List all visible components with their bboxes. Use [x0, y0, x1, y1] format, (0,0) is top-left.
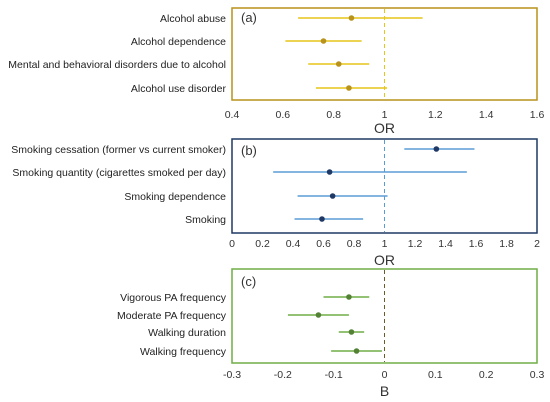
- category-label: Walking frequency: [140, 346, 227, 358]
- estimate-point: [348, 15, 355, 21]
- x-tick-label: 1.2: [428, 109, 443, 121]
- estimate-point: [315, 312, 322, 318]
- x-tick-label: 0.8: [326, 109, 341, 121]
- x-tick-label: 1.4: [438, 238, 453, 250]
- x-tick-label: 0.6: [316, 238, 331, 250]
- x-tick-label: 1.6: [530, 109, 545, 121]
- x-tick-label: 0.3: [530, 369, 545, 381]
- x-tick-label: 0.4: [286, 238, 301, 250]
- category-label: Smoking: [185, 214, 226, 226]
- x-tick-label: 1.2: [408, 238, 423, 250]
- category-label: Alcohol dependence: [131, 36, 226, 48]
- estimate-point: [346, 294, 352, 300]
- x-tick-label: 1: [382, 238, 388, 250]
- panel-frame-3: [231, 268, 538, 364]
- category-label: Moderate PA frequency: [117, 310, 227, 322]
- category-label: Alcohol abuse: [160, 13, 226, 25]
- estimate-point: [353, 348, 360, 354]
- estimate-point: [319, 216, 325, 222]
- x-axis-title: OR: [374, 120, 395, 136]
- category-label: Smoking quantity (cigarettes smoked per …: [12, 167, 226, 179]
- panel-frame-2: [231, 138, 538, 234]
- category-label: Smoking cessation (former vs current smo…: [11, 144, 226, 156]
- x-tick-label: 0.2: [479, 369, 494, 381]
- x-tick-label: 0.4: [225, 109, 240, 121]
- x-tick-label: 0.1: [428, 369, 443, 381]
- estimate-point: [329, 193, 336, 199]
- estimate-point: [326, 169, 333, 175]
- panel-label: (b): [241, 143, 257, 158]
- panel-label: (c): [241, 274, 256, 289]
- category-label: Smoking dependence: [124, 191, 226, 203]
- category-label: Mental and behavioral disorders due to a…: [8, 59, 226, 71]
- x-tick-label: -0.2: [274, 369, 292, 381]
- estimate-point: [320, 38, 327, 44]
- category-label: Walking duration: [148, 327, 226, 339]
- x-tick-label: 2: [534, 238, 540, 250]
- x-tick-label: 1.4: [479, 109, 494, 121]
- x-tick-label: 0.2: [255, 238, 270, 250]
- x-tick-label: -0.3: [223, 369, 241, 381]
- estimate-point: [346, 85, 352, 91]
- panel-frame-1: [231, 7, 538, 101]
- x-tick-label: 0.6: [276, 109, 291, 121]
- category-label: Alcohol use disorder: [131, 83, 227, 95]
- estimate-point: [335, 61, 342, 67]
- x-tick-label: 0: [382, 369, 388, 381]
- x-tick-label: 1.6: [469, 238, 484, 250]
- x-tick-label: 1.8: [499, 238, 514, 250]
- x-tick-label: 0.8: [347, 238, 362, 250]
- x-tick-label: -0.1: [325, 369, 343, 381]
- x-axis-title: OR: [374, 252, 395, 268]
- x-tick-label: 0: [229, 238, 235, 250]
- x-axis-title: B: [380, 383, 389, 399]
- category-label: Vigorous PA frequency: [120, 292, 227, 304]
- estimate-point: [433, 146, 440, 152]
- x-tick-label: 1: [382, 109, 388, 121]
- estimate-point: [348, 329, 355, 335]
- panel-label: (a): [241, 10, 257, 25]
